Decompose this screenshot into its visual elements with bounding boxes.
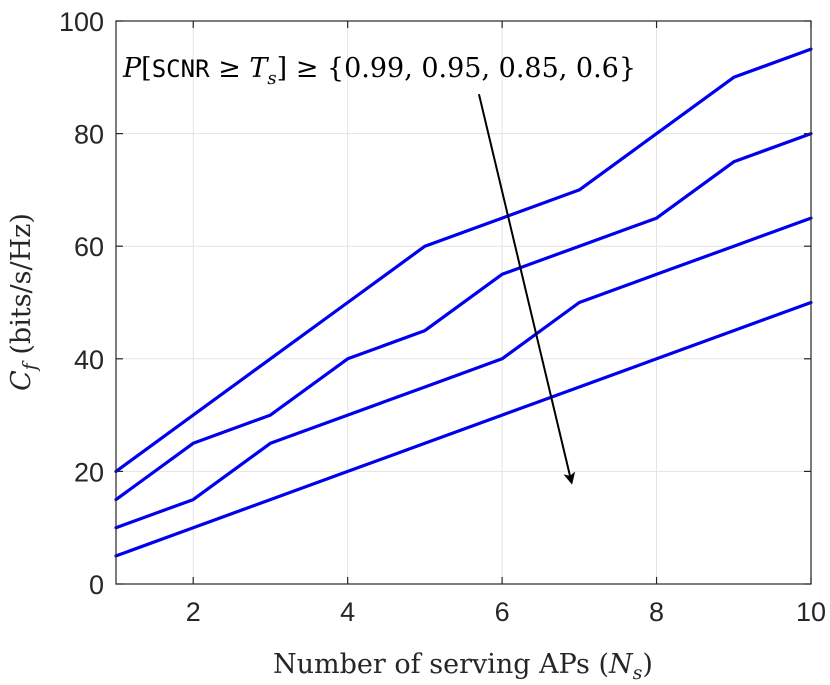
y-axis-label: Cf (bits/s/Hz) [6,213,41,391]
x-tick-label: 2 [186,597,201,627]
y-tick-label: 20 [74,457,104,487]
series-line-3 [114,216,813,530]
plot-area-frame [115,20,812,585]
x-tick-label: 8 [649,597,664,627]
series-layer [114,47,813,558]
y-tick-label: 80 [74,120,104,150]
y-tick-label: 60 [74,232,104,262]
series-line-1 [114,47,813,473]
x-axis-label: Number of serving APs (Ns) [273,649,653,684]
annotation: P[SCNR ≥ Ts] ≥ {0.99, 0.95, 0.85, 0.6} [122,53,636,485]
y-tick-label: 0 [89,570,104,600]
annotation-arrow [477,93,576,485]
annotation-text: P[SCNR ≥ Ts] ≥ {0.99, 0.95, 0.85, 0.6} [122,53,636,89]
x-tick-label: 4 [340,597,355,627]
x-tick-label: 6 [495,597,510,627]
series-line-2 [114,132,813,502]
series-line-4 [114,300,813,558]
x-tick-label: 10 [796,597,826,627]
y-tick-label: 40 [74,345,104,375]
y-tick-label: 100 [59,7,104,37]
